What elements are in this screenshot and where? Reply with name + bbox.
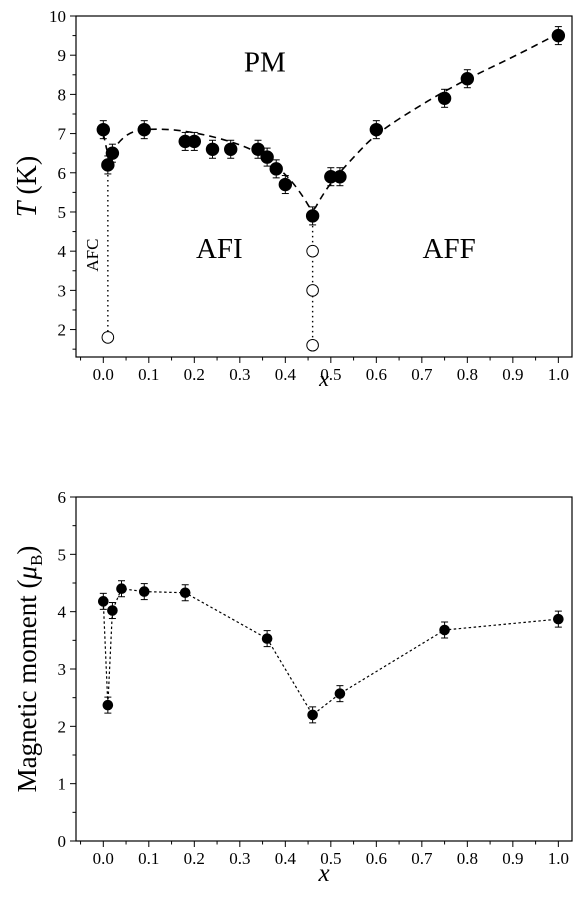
- region-label-aff: AFF: [423, 233, 476, 265]
- x-tick-label: 0.6: [366, 365, 387, 384]
- x-tick-label: 1.0: [548, 365, 569, 384]
- data-point: [460, 72, 475, 86]
- y-tick-label: 10: [49, 7, 66, 26]
- x-tick-label: 1.0: [548, 849, 569, 868]
- y-tick-label: 9: [58, 46, 67, 65]
- x-tick-label: 0.0: [93, 365, 114, 384]
- data-point: [107, 605, 118, 616]
- data-point: [205, 142, 220, 156]
- x-tick-label: 0.1: [138, 849, 159, 868]
- y-axis-label-mu: μ: [12, 566, 42, 581]
- x-tick-label: 0.8: [457, 365, 478, 384]
- x-tick-label: 0.2: [184, 365, 205, 384]
- data-point: [437, 91, 452, 106]
- x-tick-label: 0.5: [320, 849, 341, 868]
- data-point: [224, 142, 238, 156]
- y-tick-label: 1: [58, 775, 67, 794]
- data-point: [251, 142, 265, 156]
- x-tick-label: 0.5: [320, 365, 341, 384]
- open-data-point: [306, 244, 319, 258]
- region-label-afc: AFC: [83, 239, 102, 272]
- x-tick-label: 0.9: [502, 365, 523, 384]
- y-tick-label: 7: [58, 125, 67, 144]
- region-label-pm: PM: [244, 47, 286, 79]
- x-tick-label: 0.2: [184, 849, 205, 868]
- series-line: [102, 588, 559, 716]
- x-axis-label: x: [318, 366, 329, 391]
- x-tick-label: 0.3: [229, 365, 250, 384]
- x-tick-label: 0.1: [138, 365, 159, 384]
- y-tick-label: 0: [58, 832, 67, 851]
- x-tick-label: 0.4: [275, 365, 297, 384]
- data-point: [105, 146, 120, 160]
- data-point: [138, 586, 150, 597]
- data-point: [269, 162, 283, 176]
- y-tick-label: 6: [58, 488, 67, 507]
- y-tick-label: 4: [58, 603, 67, 622]
- plot-frame: [75, 496, 573, 842]
- y-axis-label-unit: (K): [12, 156, 43, 202]
- phase-diagram-chart: 0.0 0.1 0.2 0.3 0.4 0.5 0.6 0.7 0.8 0.9 1.0 2 3 4 5 6 7 8…: [12, 7, 573, 391]
- y-axis-label: Magnetic moment (μB): [12, 546, 46, 793]
- y-tick-label: 5: [58, 203, 67, 222]
- data-point: [439, 624, 450, 636]
- x-tick-label: 0.3: [229, 849, 250, 868]
- open-data-point: [101, 331, 115, 344]
- y-tick-label: 2: [58, 321, 67, 340]
- y-tick-label: 3: [58, 281, 67, 300]
- y-axis-label-symbol: T: [12, 199, 43, 217]
- y-tick-label: 2: [58, 717, 67, 736]
- data-point: [96, 122, 111, 137]
- data-point: [260, 150, 274, 164]
- data-point: [137, 122, 151, 137]
- open-data-point: [306, 284, 319, 297]
- data-point: [307, 709, 318, 721]
- data-point: [98, 596, 109, 607]
- phase-boundary-dashed: [102, 32, 559, 211]
- x-tick-label: 0.7: [411, 365, 433, 384]
- data-point: [102, 699, 114, 711]
- magnetic-moment-chart: 0.0 0.1 0.2 0.3 0.4 0.5 0.6 0.7 0.8 0.9 1.0 0 1 2 3 4 5 6…: [12, 488, 573, 887]
- data-point: [116, 583, 127, 595]
- data-point: [551, 28, 566, 43]
- y-tick-label: 4: [58, 242, 67, 261]
- y-axis-label-close: ): [12, 546, 42, 555]
- x-axis-label: x: [317, 860, 329, 887]
- data-point: [553, 613, 564, 625]
- data-point: [261, 633, 273, 644]
- data-point: [334, 688, 346, 699]
- plot-frame: [75, 15, 573, 358]
- y-axis-label: T (K): [12, 156, 43, 217]
- x-tick-label: 0.7: [411, 849, 433, 868]
- x-tick-label: 0.6: [366, 849, 387, 868]
- x-tick-label: 0.4: [275, 849, 297, 868]
- region-label-afi: AFI: [196, 233, 243, 265]
- y-tick-label: 8: [58, 85, 67, 104]
- data-point: [278, 177, 293, 192]
- x-tick-label: 0.8: [457, 849, 478, 868]
- y-tick-label: 5: [58, 545, 67, 564]
- y-axis-label-sub: B: [27, 555, 46, 566]
- x-tick-label: 0.9: [502, 849, 523, 868]
- y-tick-label: 3: [58, 660, 67, 679]
- data-point: [179, 587, 191, 599]
- x-tick-label: 0.0: [93, 849, 114, 868]
- data-point: [187, 134, 202, 149]
- data-point: [333, 170, 347, 184]
- data-point: [305, 209, 320, 223]
- y-axis-label-main: Magnetic moment (: [12, 579, 42, 792]
- y-tick-label: 6: [58, 164, 67, 183]
- open-data-point: [306, 338, 319, 352]
- data-point: [369, 122, 384, 137]
